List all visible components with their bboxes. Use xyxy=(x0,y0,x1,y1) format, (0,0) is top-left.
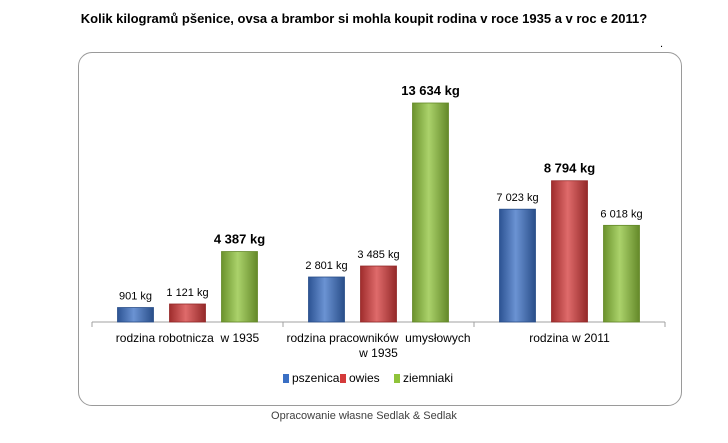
category-label-2: rodzina w 2011 xyxy=(529,331,610,345)
legend-swatch-ziemniaki xyxy=(394,374,400,383)
data-label-owies-0: 1 121 kg xyxy=(166,287,208,299)
bar-owies-1 xyxy=(360,265,397,323)
data-label-owies-2: 8 794 kg xyxy=(544,161,595,176)
bar-owies-2 xyxy=(551,180,588,323)
data-label-ziemniaki-2: 6 018 kg xyxy=(600,208,642,220)
data-label-pszenica-2: 7 023 kg xyxy=(496,192,538,204)
category-label-1: rodzina pracowników umysłowych xyxy=(286,331,470,345)
source-caption: Opracowanie własne Sedlak & Sedlak xyxy=(271,410,457,422)
bar-ziemniaki-1 xyxy=(412,102,449,323)
bar-pszenica-2 xyxy=(499,208,536,323)
bar-pszenica-1 xyxy=(308,276,345,323)
legend-label-ziemniaki: ziemniaki xyxy=(403,371,453,385)
data-label-pszenica-0: 901 kg xyxy=(119,291,152,303)
legend-label-owies: owies xyxy=(349,371,380,385)
bar-ziemniaki-2 xyxy=(603,224,640,323)
data-label-ziemniaki-0: 4 387 kg xyxy=(214,232,265,247)
data-label-owies-1: 3 485 kg xyxy=(357,249,399,261)
legend-swatch-owies xyxy=(340,374,346,383)
data-label-pszenica-1: 2 801 kg xyxy=(305,260,347,272)
bar-ziemniaki-0 xyxy=(221,251,258,323)
data-label-ziemniaki-1: 13 634 kg xyxy=(401,83,460,98)
legend-swatch-pszenica xyxy=(283,374,289,383)
category-label-0: rodzina robotnicza w 1935 xyxy=(116,331,260,345)
bar-owies-0 xyxy=(169,303,206,323)
bar-pszenica-0 xyxy=(117,307,154,323)
chart-title: Kolik kilogramů pšenice, ovsa a brambor … xyxy=(80,11,648,26)
title-dot: . xyxy=(660,38,664,50)
legend-label-pszenica: pszenica xyxy=(292,371,340,385)
category-label-1: w 1935 xyxy=(358,346,398,360)
